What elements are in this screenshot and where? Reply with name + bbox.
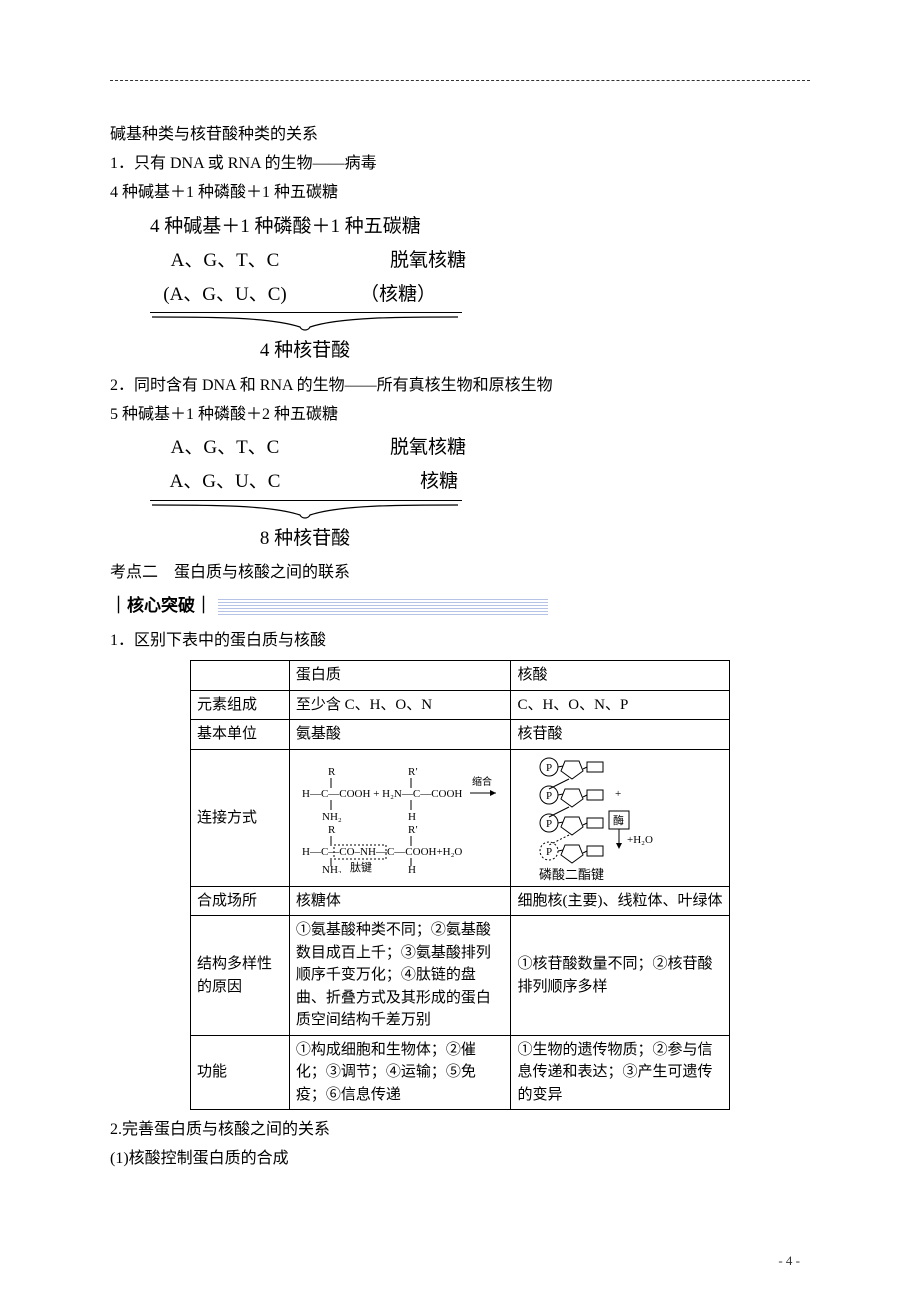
rowh-site: 合成场所 xyxy=(191,886,290,916)
svg-text:NH₂: NH₂ xyxy=(322,864,342,873)
cell: ①核苷酸数量不同；②核苷酸排列顺序多样 xyxy=(511,916,730,1036)
table-row: 元素组成 至少含 C、H、O、N C、H、O、N、P xyxy=(191,690,730,720)
svg-text:R′: R′ xyxy=(408,766,418,778)
cell: ①氨基酸种类不同；②氨基酸数目成百上千；③氨基酸排列顺序千变万化；④肽链的盘曲、… xyxy=(289,916,511,1036)
cell-protein-diagram: R R′ H—C—COOH + H₂N—C—COOH 缩合 NH₂ H R xyxy=(289,749,511,886)
svg-text:P: P xyxy=(546,790,552,802)
cell: 细胞核(主要)、线粒体、叶绿体 xyxy=(511,886,730,916)
phosphodiester-diagram: P P + P xyxy=(535,753,705,883)
gap xyxy=(300,279,360,311)
cell: ①生物的遗传物质；②参与信息传递和表达；③产生可遗传的变异 xyxy=(511,1035,730,1110)
svg-text:磷酸二酯键: 磷酸二酯键 xyxy=(539,867,604,882)
svg-text:R: R xyxy=(328,824,336,836)
svg-text:H—C—CO–NH—C—COOH+H₂O: H—C—CO–NH—C—COOH+H₂O xyxy=(302,846,462,858)
diagram-virus-nucleotides: 4 种碱基＋1 种磷酸＋1 种五碳糖 A、G、T、C 脱氧核糖 (A、G、U、C… xyxy=(150,211,810,368)
kaodian-2: 考点二 蛋白质与核酸之间的联系 xyxy=(110,559,810,586)
svg-text:P: P xyxy=(546,762,552,774)
gap xyxy=(300,432,390,464)
line-relation: 2.完善蛋白质与核酸之间的关系 xyxy=(110,1116,810,1143)
page-number: - 4 - xyxy=(778,1250,800,1272)
d1-bases-rna: (A、G、U、C) xyxy=(150,279,300,311)
d2-brace-label: 8 种核苷酸 xyxy=(150,523,460,555)
line-title: 碱基种类与核苷酸种类的关系 xyxy=(110,121,810,148)
cell: C、H、O、N、P xyxy=(511,690,730,720)
line-tablelead: 1．区别下表中的蛋白质与核酸 xyxy=(110,627,810,654)
svg-text:H: H xyxy=(408,811,416,823)
svg-text:R: R xyxy=(328,766,336,778)
svg-text:NH₂: NH₂ xyxy=(322,811,342,823)
cell: ①构成细胞和生物体；②催化；③调节；④运输；⑤免疫；⑥信息传递 xyxy=(289,1035,511,1110)
svg-text:R′: R′ xyxy=(408,824,418,836)
rowh-link: 连接方式 xyxy=(191,749,290,886)
d1-brace: 4 种核苷酸 xyxy=(150,315,460,367)
table-row: 基本单位 氨基酸 核苷酸 xyxy=(191,720,730,750)
rowh-elements: 元素组成 xyxy=(191,690,290,720)
th-protein: 蛋白质 xyxy=(289,661,511,691)
svg-text:+: + xyxy=(615,788,621,800)
line-control: (1)核酸控制蛋白质的合成 xyxy=(110,1145,810,1172)
d2-brace: 8 种核苷酸 xyxy=(150,503,460,555)
svg-text:H: H xyxy=(408,864,416,873)
svg-text:缩合: 缩合 xyxy=(472,775,492,788)
d2-sugar-dna: 脱氧核糖 xyxy=(390,432,466,464)
comparison-table: 蛋白质 核酸 元素组成 至少含 C、H、O、N C、H、O、N、P 基本单位 氨… xyxy=(190,660,730,1110)
rowh-function: 功能 xyxy=(191,1035,290,1110)
cell-nucleic-diagram: P P + P xyxy=(511,749,730,886)
section-core-row: ｜核心突破｜ xyxy=(110,592,810,621)
d1-brace-label: 4 种核苷酸 xyxy=(150,335,460,367)
table-row: 蛋白质 核酸 xyxy=(191,661,730,691)
line-virus: 1．只有 DNA 或 RNA 的生物——病毒 xyxy=(110,150,810,177)
d1-title: 4 种碱基＋1 种磷酸＋1 种五碳糖 xyxy=(150,211,810,243)
d1-sugar-rna: （核糖） xyxy=(360,279,436,311)
gap xyxy=(300,245,390,277)
svg-text:P: P xyxy=(546,818,552,830)
svg-text:肽键: 肽键 xyxy=(350,860,372,873)
hatch-bar xyxy=(218,599,548,615)
section-core-title: ｜核心突破｜ xyxy=(110,592,212,621)
cell: 氨基酸 xyxy=(289,720,511,750)
cell: 核苷酸 xyxy=(511,720,730,750)
table-row: 功能 ①构成细胞和生物体；②催化；③调节；④运输；⑤免疫；⑥信息传递 ①生物的遗… xyxy=(191,1035,730,1110)
d1-bases-dna: A、G、T、C xyxy=(150,245,300,277)
table-row: 结构多样性的原因 ①氨基酸种类不同；②氨基酸数目成百上千；③氨基酸排列顺序千变万… xyxy=(191,916,730,1036)
svg-text:酶: 酶 xyxy=(613,814,624,827)
table-row: 合成场所 核糖体 细胞核(主要)、线粒体、叶绿体 xyxy=(191,886,730,916)
th-blank xyxy=(191,661,290,691)
th-nucleic: 核酸 xyxy=(511,661,730,691)
svg-text:H—C—COOH + H₂N—C—COOH: H—C—COOH + H₂N—C—COOH xyxy=(302,788,462,800)
d2-sugar-rna: 核糖 xyxy=(420,466,458,498)
rowh-diversity: 结构多样性的原因 xyxy=(191,916,290,1036)
d1-sugar-dna: 脱氧核糖 xyxy=(390,245,466,277)
cell: 至少含 C、H、O、N xyxy=(289,690,511,720)
diagram-cell-nucleotides: A、G、T、C 脱氧核糖 A、G、U、C 核糖 8 种核苷酸 xyxy=(150,432,810,555)
peptide-bond-diagram: R R′ H—C—COOH + H₂N—C—COOH 缩合 NH₂ H R xyxy=(300,763,500,873)
line-eukpro: 2．同时含有 DNA 和 RNA 的生物——所有真核生物和原核生物 xyxy=(110,372,810,399)
rowh-unit: 基本单位 xyxy=(191,720,290,750)
top-divider xyxy=(110,80,810,81)
gap xyxy=(300,466,420,498)
table-row: 连接方式 R R′ H—C—COOH + H₂N—C—COOH 缩合 xyxy=(191,749,730,886)
line-5base: 5 种碱基＋1 种磷酸＋2 种五碳糖 xyxy=(110,401,810,428)
d2-bases-dna: A、G、T、C xyxy=(150,432,300,464)
svg-text:P: P xyxy=(546,846,552,858)
cell: 核糖体 xyxy=(289,886,511,916)
svg-text:+H₂O: +H₂O xyxy=(627,834,653,846)
line-4base: 4 种碱基＋1 种磷酸＋1 种五碳糖 xyxy=(110,179,810,206)
d2-bases-rna: A、G、U、C xyxy=(150,466,300,498)
